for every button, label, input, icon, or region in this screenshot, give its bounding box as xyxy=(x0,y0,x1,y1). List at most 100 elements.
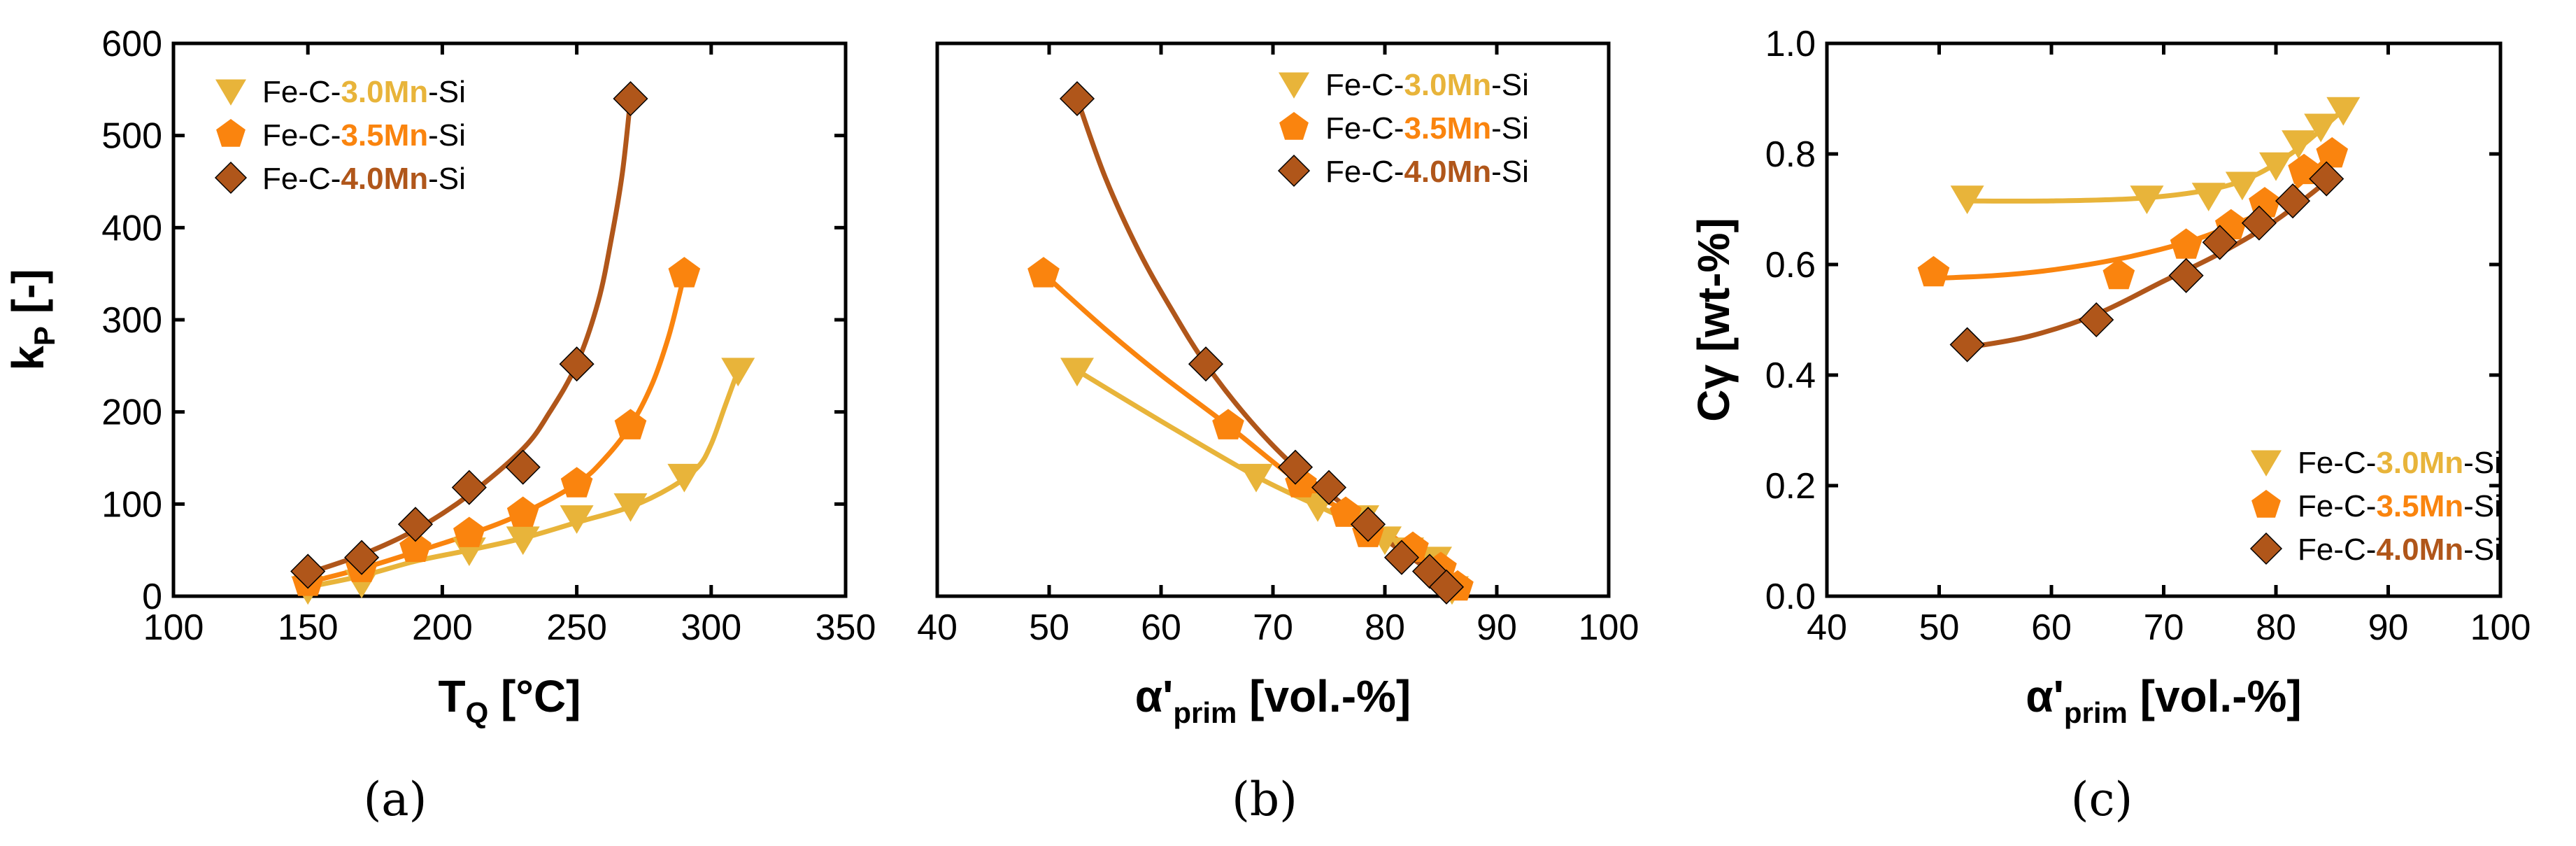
data-point-mn35 xyxy=(1027,257,1060,288)
panel-0: 100 150 200 250 300 3500100200300400500600TQ … xyxy=(3,24,876,826)
data-point-mn30 xyxy=(721,358,755,387)
data-point-mn40 xyxy=(559,346,595,382)
legend-marker-mn30 xyxy=(215,79,246,106)
data-point-mn30 xyxy=(2326,97,2361,126)
x-tick-label: 100 xyxy=(1579,607,1639,648)
x-tick-label: 300 xyxy=(681,607,741,648)
data-point-mn40 xyxy=(613,80,648,117)
data-point-mn40 xyxy=(1277,449,1314,485)
x-tick-label: 250 xyxy=(546,607,607,648)
data-point-mn40 xyxy=(1428,569,1465,605)
legend-label: Fe-C-4.0Mn-Si xyxy=(2298,533,2501,567)
data-point-mn35 xyxy=(2170,228,2203,259)
y-tick-label: 400 xyxy=(101,208,162,248)
data-point-mn40 xyxy=(2309,161,2344,197)
data-point-mn40 xyxy=(1311,470,1347,505)
legend-marker-mn35 xyxy=(216,119,245,147)
legend-label: Fe-C-3.0Mn-Si xyxy=(262,75,466,109)
data-point-mn30 xyxy=(2191,183,2226,212)
x-tick-label: 40 xyxy=(1807,607,1847,648)
fit-curve-mn30 xyxy=(305,367,741,590)
data-point-mn35 xyxy=(1212,409,1244,439)
x-tick-label: 60 xyxy=(1141,607,1181,648)
y-tick-label: 1.0 xyxy=(1765,24,1816,64)
data-point-mn40 xyxy=(2202,225,2237,260)
x-axis-title: α'prim [vol.-%] xyxy=(1135,671,1411,729)
y-tick-label: 0 xyxy=(142,577,162,617)
y-tick-label: 200 xyxy=(101,393,162,433)
x-tick-label: 50 xyxy=(1029,607,1069,648)
legend-marker-mn35 xyxy=(2251,490,2281,518)
x-axis-title: α'prim [vol.-%] xyxy=(2026,671,2301,729)
data-point-mn40 xyxy=(2241,205,2277,241)
data-point-mn35 xyxy=(614,409,647,439)
data-point-mn40 xyxy=(2275,183,2311,219)
x-tick-label: 150 xyxy=(278,607,339,648)
x-tick-label: 60 xyxy=(2031,607,2072,648)
data-point-mn35 xyxy=(1917,255,1950,287)
y-axis-title: Cγ [wt-%] xyxy=(1688,218,1739,422)
data-point-mn35 xyxy=(399,531,432,562)
x-tick-label: 90 xyxy=(1476,607,1517,648)
panel-2: 40 50 60 70 80 90 100 0.0 0.2 0.4 0.6 0.8 1.0 α'prim … xyxy=(1688,24,2531,826)
y-tick-label: 300 xyxy=(101,300,162,341)
data-point-mn30 xyxy=(506,526,540,556)
x-tick-label: 80 xyxy=(1365,607,1405,648)
x-tick-label: 200 xyxy=(412,607,473,648)
y-tick-label: 0.0 xyxy=(1765,577,1816,617)
data-point-mn30 xyxy=(1239,463,1273,493)
legend-label: Fe-C-3.0Mn-Si xyxy=(2298,446,2501,480)
data-point-mn35 xyxy=(2102,258,2135,290)
data-point-mn40 xyxy=(2168,258,2204,293)
data-point-mn30 xyxy=(667,463,702,493)
panel-1: 40 50 60 70 80 90 100 α'prim [vol.-%] Fe-C-3.0Mn… xyxy=(917,41,1639,826)
data-point-mn40 xyxy=(1383,540,1420,575)
legend-marker-mn40 xyxy=(1277,154,1311,188)
legend-label: Fe-C-3.5Mn-Si xyxy=(2298,489,2501,523)
data-point-mn30 xyxy=(560,505,594,534)
data-point-mn40 xyxy=(505,449,541,485)
data-point-mn40 xyxy=(344,540,380,575)
data-point-mn40 xyxy=(397,507,434,542)
y-tick-label: 500 xyxy=(101,116,162,157)
fit-curve-mn40 xyxy=(305,96,633,576)
data-point-mn40 xyxy=(1059,80,1095,117)
data-point-mn40 xyxy=(290,554,326,589)
data-point-mn35 xyxy=(453,516,485,547)
panel-label: (c) xyxy=(2071,773,2133,826)
y-axis-title: kP [-] xyxy=(3,269,61,370)
y-tick-label: 100 xyxy=(101,484,162,525)
data-point-mn40 xyxy=(451,470,487,505)
data-point-mn40 xyxy=(1350,507,1386,542)
legend-marker-mn35 xyxy=(1279,112,1309,140)
data-point-mn30 xyxy=(2282,130,2316,159)
x-tick-label: 40 xyxy=(917,607,958,648)
legend-marker-mn30 xyxy=(1279,72,1309,99)
legend-label: Fe-C-4.0Mn-Si xyxy=(1325,155,1529,189)
x-tick-label: 70 xyxy=(2144,607,2184,648)
x-tick-label: 80 xyxy=(2256,607,2296,648)
legend-label: Fe-C-3.0Mn-Si xyxy=(1325,68,1529,102)
y-tick-label: 600 xyxy=(101,24,162,64)
data-point-mn40 xyxy=(2079,302,2114,338)
data-point-mn35 xyxy=(1330,496,1362,527)
legend-marker-mn40 xyxy=(2249,532,2283,565)
data-point-mn40 xyxy=(1949,327,1985,362)
data-point-mn30 xyxy=(2304,113,2338,143)
x-tick-label: 100 xyxy=(2470,607,2531,648)
data-point-mn35 xyxy=(560,467,593,498)
x-tick-label: 350 xyxy=(816,607,876,648)
x-axis-title: TQ [°C] xyxy=(439,671,581,729)
legend-marker-mn40 xyxy=(214,161,248,195)
y-tick-label: 0.4 xyxy=(1765,355,1816,396)
data-point-mn35 xyxy=(2316,137,2349,168)
y-tick-label: 0.6 xyxy=(1765,245,1816,285)
legend: Fe-C-3.0Mn-Si Fe-C-3.5Mn-Si Fe-C-4.0Mn-Si xyxy=(214,75,466,196)
legend-label: Fe-C-4.0Mn-Si xyxy=(262,162,466,196)
fit-curve-mn40 xyxy=(1965,179,2329,350)
data-point-mn30 xyxy=(1060,358,1094,387)
y-tick-label: 0.2 xyxy=(1765,466,1816,507)
x-tick-label: 70 xyxy=(1253,607,1293,648)
panel-label: (a) xyxy=(364,773,427,826)
